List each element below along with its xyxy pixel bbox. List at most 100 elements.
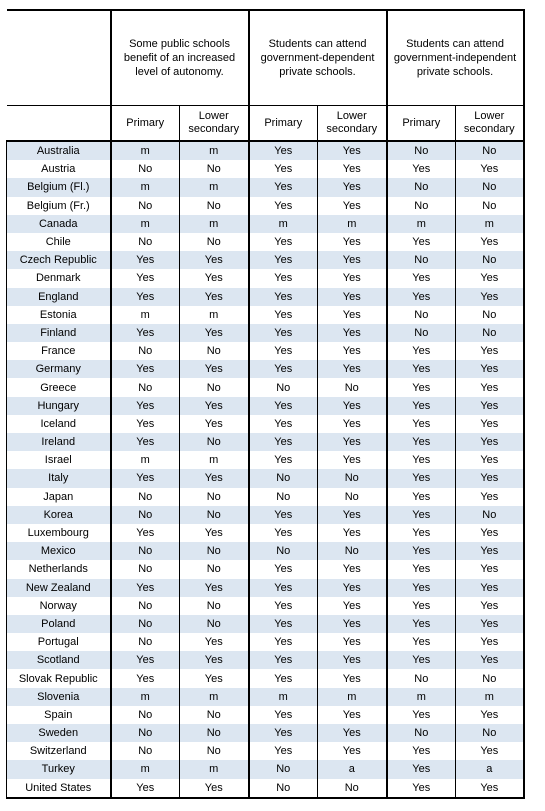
value-cell: Yes (317, 396, 387, 415)
table-row: Mexico No No No No Yes Yes (6, 542, 525, 561)
country-cell: Slovenia (6, 687, 111, 706)
value-cell: Yes (385, 487, 456, 506)
value-cell: No (178, 487, 249, 506)
value-cell: Yes (317, 305, 387, 324)
value-cell: Yes (455, 160, 525, 179)
value-cell: No (178, 724, 249, 743)
country-cell: Sweden (6, 724, 111, 743)
table-row: Austria No No Yes Yes Yes Yes (6, 160, 525, 179)
value-cell: Yes (178, 578, 249, 597)
country-cell: Japan (6, 487, 111, 506)
table-row: Norway No No Yes Yes Yes Yes (6, 596, 525, 615)
value-cell: Yes (317, 323, 387, 343)
value-cell: Yes (247, 633, 318, 652)
value-cell: a (317, 760, 387, 779)
value-cell: Yes (247, 523, 318, 543)
value-cell: Yes (109, 360, 180, 379)
value-cell: Yes (455, 633, 525, 652)
sub-header-lower-secondary: Lower secondary (455, 105, 525, 141)
value-cell: Yes (109, 396, 180, 415)
value-cell: Yes (109, 433, 180, 452)
sub-header-primary: Primary (109, 105, 180, 141)
table-row: Italy Yes Yes No No Yes Yes (6, 469, 525, 488)
value-cell: Yes (247, 505, 318, 524)
value-cell: Yes (178, 287, 249, 306)
country-cell: Poland (6, 614, 111, 634)
sub-header-lower-secondary: Lower secondary (317, 105, 387, 141)
value-cell: m (317, 214, 387, 233)
value-cell: Yes (247, 269, 318, 288)
value-cell: Yes (317, 669, 387, 688)
value-cell: No (455, 305, 525, 324)
value-cell: Yes (455, 614, 525, 634)
value-cell: Yes (247, 705, 318, 724)
value-cell: Yes (247, 196, 318, 215)
value-cell: m (109, 760, 180, 779)
table-row: Czech Republic Yes Yes Yes Yes No No (6, 251, 525, 270)
value-cell: Yes (385, 378, 456, 397)
table-row: Switzerland No No Yes Yes Yes Yes (6, 742, 525, 761)
value-cell: Yes (109, 323, 180, 343)
value-cell: Yes (385, 232, 456, 252)
value-cell: Yes (317, 160, 387, 179)
value-cell: Yes (455, 269, 525, 288)
value-cell: Yes (385, 414, 456, 433)
country-cell: United States (6, 778, 111, 799)
value-cell: Yes (247, 342, 318, 361)
value-cell: No (178, 505, 249, 524)
value-cell: Yes (385, 269, 456, 288)
table-row: Portugal No Yes Yes Yes Yes Yes (6, 633, 525, 652)
value-cell: m (109, 178, 180, 197)
value-cell: No (109, 560, 180, 579)
value-cell: Yes (247, 160, 318, 179)
value-cell: m (109, 305, 180, 324)
value-cell: Yes (317, 578, 387, 597)
value-cell: Yes (455, 742, 525, 761)
value-cell: No (455, 505, 525, 524)
value-cell: m (317, 687, 387, 706)
value-cell: No (385, 724, 456, 743)
value-cell: No (178, 705, 249, 724)
value-cell: Yes (247, 578, 318, 597)
value-cell: Yes (178, 523, 249, 543)
value-cell: Yes (385, 560, 456, 579)
value-cell: Yes (178, 396, 249, 415)
value-cell: No (455, 724, 525, 743)
value-cell: Yes (385, 614, 456, 634)
value-cell: Yes (455, 542, 525, 561)
value-cell: Yes (385, 596, 456, 615)
value-cell: Yes (455, 342, 525, 361)
value-cell: Yes (317, 433, 387, 452)
value-cell: Yes (178, 360, 249, 379)
country-cell: Ireland (6, 433, 111, 452)
country-cell: Australia (6, 139, 111, 161)
country-cell: Chile (6, 232, 111, 252)
value-cell: No (109, 724, 180, 743)
value-cell: Yes (317, 196, 387, 215)
country-cell: Israel (6, 451, 111, 470)
value-cell: Yes (317, 451, 387, 470)
value-cell: Yes (385, 651, 456, 670)
value-cell: Yes (178, 778, 249, 799)
value-cell: Yes (109, 651, 180, 670)
value-cell: Yes (317, 251, 387, 270)
country-cell: Belgium (Fr.) (6, 196, 111, 215)
value-cell: Yes (455, 378, 525, 397)
value-cell: Yes (247, 178, 318, 197)
value-cell: m (385, 687, 456, 706)
value-cell: Yes (178, 323, 249, 343)
country-cell: Iceland (6, 414, 111, 433)
value-cell: Yes (385, 542, 456, 561)
value-cell: Yes (247, 414, 318, 433)
value-cell: Yes (385, 523, 456, 543)
value-cell: No (247, 378, 318, 397)
value-cell: m (178, 451, 249, 470)
value-cell: Yes (247, 560, 318, 579)
country-cell: Luxembourg (6, 523, 111, 543)
value-cell: Yes (178, 633, 249, 652)
value-cell: No (385, 139, 456, 161)
table-row: Turkey m m No a Yes a (6, 760, 525, 779)
value-cell: No (178, 160, 249, 179)
value-cell: No (455, 196, 525, 215)
value-cell: Yes (385, 505, 456, 524)
